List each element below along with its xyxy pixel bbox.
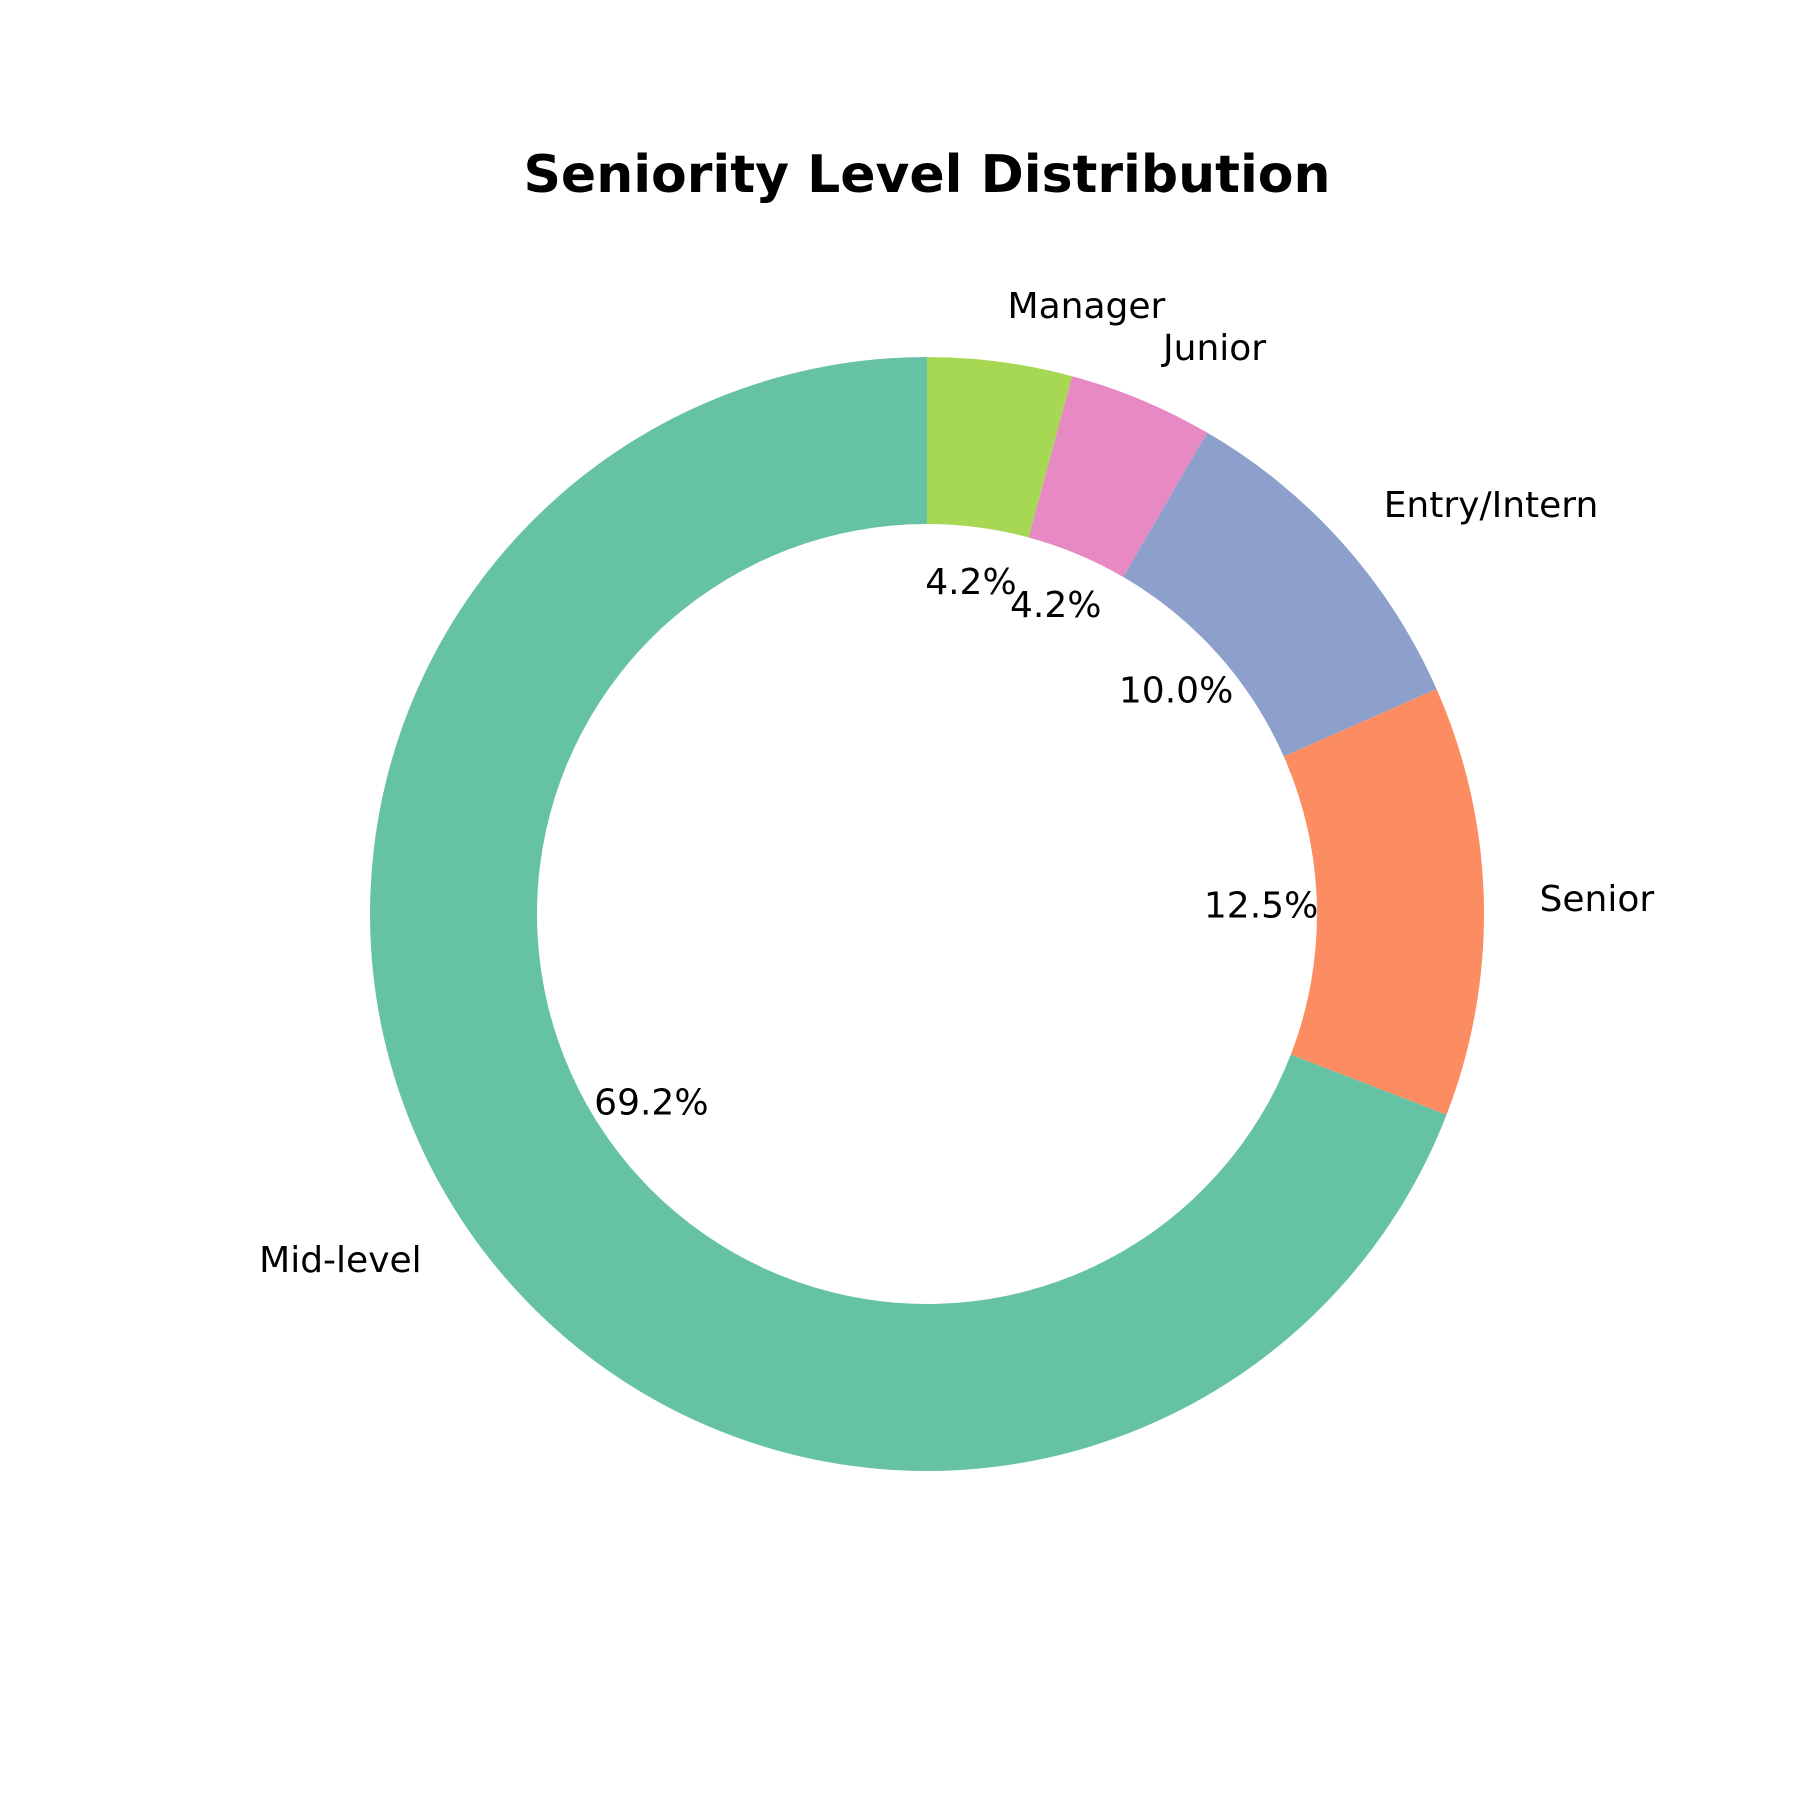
labels-group: Manager 4.2% Junior 4.2% Entry/Intern 10.0% Se… — [259, 286, 1654, 1281]
chart-title: Seniority Level Distribution — [523, 145, 1330, 205]
slices-group — [370, 357, 1484, 1471]
slice-mid-level — [370, 357, 1447, 1471]
pct-label-entry-intern: 10.0% — [1119, 671, 1233, 712]
pct-label-junior: 4.2% — [1010, 585, 1101, 626]
slice-label-manager: Manager — [1008, 286, 1166, 327]
slice-entry-intern — [1123, 432, 1437, 757]
slice-label-junior: Junior — [1161, 328, 1266, 369]
pct-label-mid-level: 69.2% — [594, 1082, 708, 1123]
slice-junior — [1028, 376, 1208, 577]
slice-label-mid-level: Mid-level — [259, 1240, 422, 1281]
slice-senior — [1283, 688, 1484, 1115]
pct-label-senior: 12.5% — [1204, 886, 1318, 927]
pct-label-manager: 4.2% — [925, 562, 1016, 603]
slice-label-senior: Senior — [1540, 879, 1655, 920]
slice-manager — [927, 357, 1073, 538]
slice-label-entry-intern: Entry/Intern — [1384, 485, 1599, 526]
